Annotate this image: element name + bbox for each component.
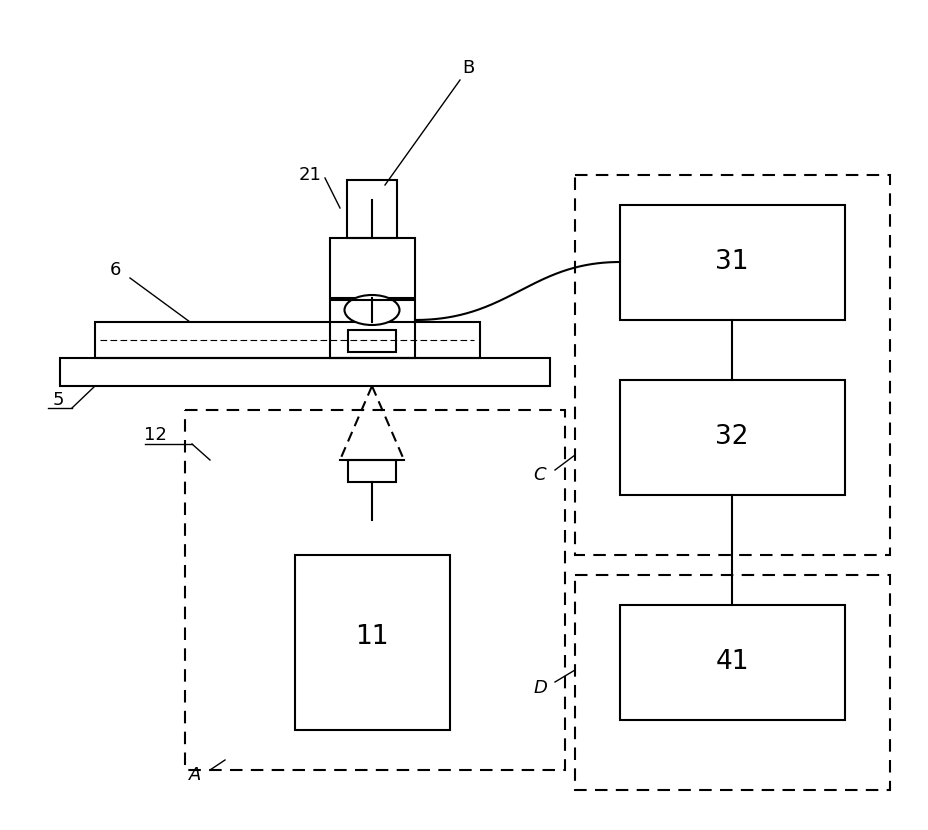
Text: 6: 6 <box>110 261 121 279</box>
Bar <box>619 205 844 320</box>
Text: 32: 32 <box>715 424 748 450</box>
Text: A: A <box>188 766 201 784</box>
Bar <box>95 322 480 358</box>
Text: D: D <box>533 679 547 697</box>
Text: 21: 21 <box>298 166 321 184</box>
Bar <box>185 410 564 770</box>
Bar <box>60 358 549 386</box>
Bar <box>348 330 395 352</box>
Bar <box>295 555 449 730</box>
Ellipse shape <box>344 295 399 325</box>
Text: 31: 31 <box>715 249 748 275</box>
Bar <box>347 180 396 238</box>
Bar <box>574 575 889 790</box>
Bar <box>329 238 415 298</box>
Text: C: C <box>533 466 546 484</box>
Text: 5: 5 <box>52 391 64 409</box>
Bar <box>348 460 395 482</box>
Bar <box>329 300 415 358</box>
Bar <box>619 380 844 495</box>
Text: 12: 12 <box>144 426 166 444</box>
Text: 11: 11 <box>354 624 388 650</box>
Text: B: B <box>461 59 473 77</box>
Bar <box>619 605 844 720</box>
Bar <box>574 175 889 555</box>
Text: 41: 41 <box>715 649 748 675</box>
